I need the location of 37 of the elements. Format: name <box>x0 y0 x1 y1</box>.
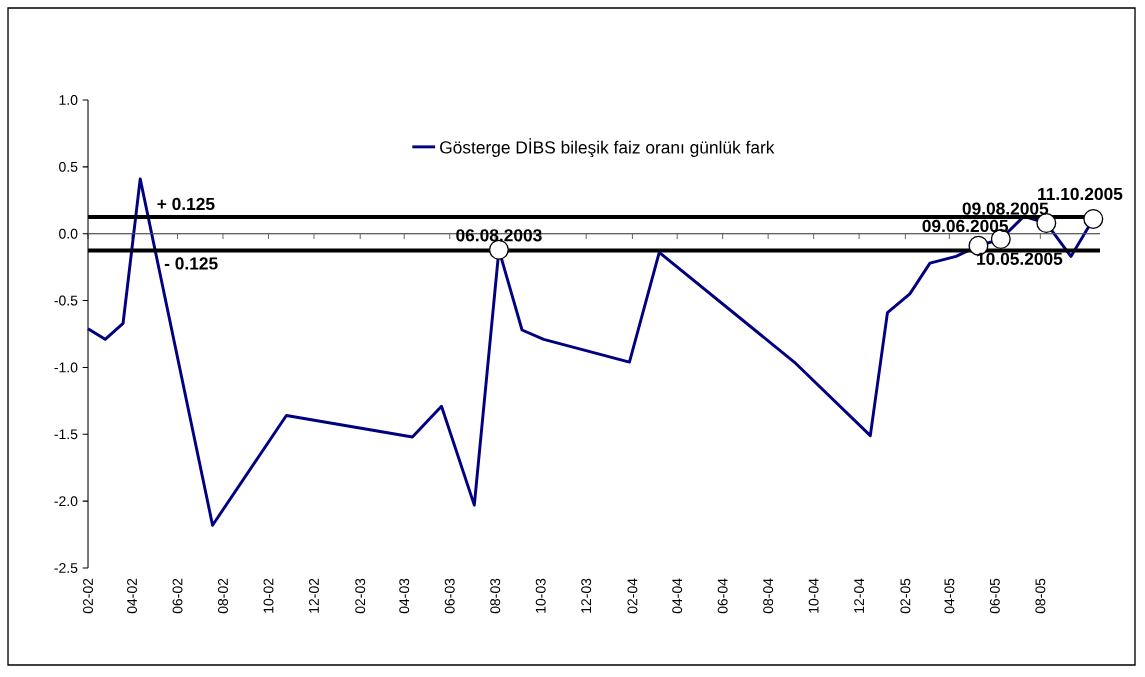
x-tick-label: 02-05 <box>900 578 911 614</box>
x-tick-label: 10-03 <box>535 578 546 613</box>
x-tick-label: 08-05 <box>1035 578 1046 614</box>
x-tick-label: 04-04 <box>672 578 683 614</box>
x-tick-label: 10-04 <box>808 578 819 613</box>
ref-line-label: - 0.125 <box>164 257 218 270</box>
y-tick-label: -1.0 <box>54 362 78 373</box>
y-tick-label: -1.5 <box>54 429 78 440</box>
y-tick-label: 0.0 <box>59 228 78 239</box>
x-tick-label: 04-02 <box>127 578 137 614</box>
annotation: 09.08.2005 <box>962 202 1049 215</box>
legend-label: Gösterge DİBS bileşik faiz oranı günlük fark <box>440 138 775 158</box>
x-tick-label: 06-04 <box>717 578 728 614</box>
x-tick-label: 10-02 <box>263 578 274 613</box>
x-tick-label: 06-03 <box>444 578 455 614</box>
x-tick-label: 02-02 <box>83 578 93 614</box>
y-tick-label: -0.5 <box>54 295 78 306</box>
annotation: 09.06.2005 <box>922 219 1009 233</box>
x-tick-label: 02-03 <box>355 578 366 614</box>
x-tick-label: 06-05 <box>989 578 1000 614</box>
x-tick-label: 08-03 <box>490 578 501 614</box>
x-tick-label: 02-04 <box>627 578 638 614</box>
x-tick-label: 12-03 <box>581 578 592 613</box>
y-tick-label: -2.0 <box>54 496 78 507</box>
y-tick-label: 0.5 <box>59 161 78 172</box>
ref-line-label: + 0.125 <box>157 197 215 211</box>
y-tick-label: -2.5 <box>54 563 78 573</box>
x-tick-label: 08-02 <box>218 578 228 614</box>
x-tick-label: 04-03 <box>399 578 410 614</box>
annotation: 11.10.2005 <box>1038 187 1123 201</box>
x-tick-label: 12-02 <box>309 578 319 613</box>
x-tick-label: 08-04 <box>763 578 774 614</box>
x-tick-label: 04-05 <box>944 578 955 614</box>
annotation: 10.05.2005 <box>977 252 1063 265</box>
x-tick-label: 12-04 <box>854 578 865 613</box>
y-tick-label: 1.0 <box>59 95 78 105</box>
x-tick-label: 06-02 <box>172 578 183 614</box>
